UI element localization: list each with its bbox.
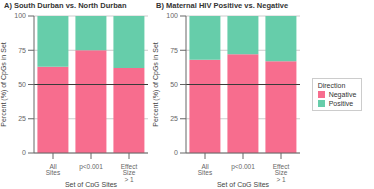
html-text:A) South Durban vs. North Durb: A) South Durban vs. North Durban [4,1,127,10]
svg-text:EffectSize> 1: EffectSize> 1 [273,163,290,183]
svg-text:50: 50 [170,81,178,88]
svg-text:Set of CpG Sites: Set of CpG Sites [217,181,270,187]
svg-text:100: 100 [166,12,178,19]
html-text:Negative: Negative [328,91,357,98]
svg-text:50: 50 [18,81,26,88]
svg-text:100: 100 [14,12,26,19]
html-text:Positive: Positive [328,100,354,107]
svg-text:75: 75 [18,47,26,54]
svg-text:25: 25 [170,115,178,122]
svg-text:EffectSize> 1: EffectSize> 1 [121,163,138,183]
html-text:Direction: Direction [317,82,346,89]
svg-text:p<0.001: p<0.001 [79,163,103,171]
svg-text:Set of CpG Sites: Set of CpG Sites [65,181,118,187]
html-text:B) Maternal HIV Positive vs. N: B) Maternal HIV Positive vs. Negative [156,1,289,10]
svg-text:AllSites: AllSites [198,163,213,177]
svg-text:75: 75 [170,47,178,54]
svg-text:25: 25 [18,115,26,122]
svg-text:p<0.001: p<0.001 [231,163,255,171]
svg-text:0: 0 [174,149,178,156]
svg-text:AllSites: AllSites [46,163,61,177]
svg-text:0: 0 [22,149,26,156]
svg-text:Percent (%) of CpGs in Set: Percent (%) of CpGs in Set [152,42,160,126]
svg-text:Percent (%) of CpGs in Set: Percent (%) of CpGs in Set [8,42,9,126]
